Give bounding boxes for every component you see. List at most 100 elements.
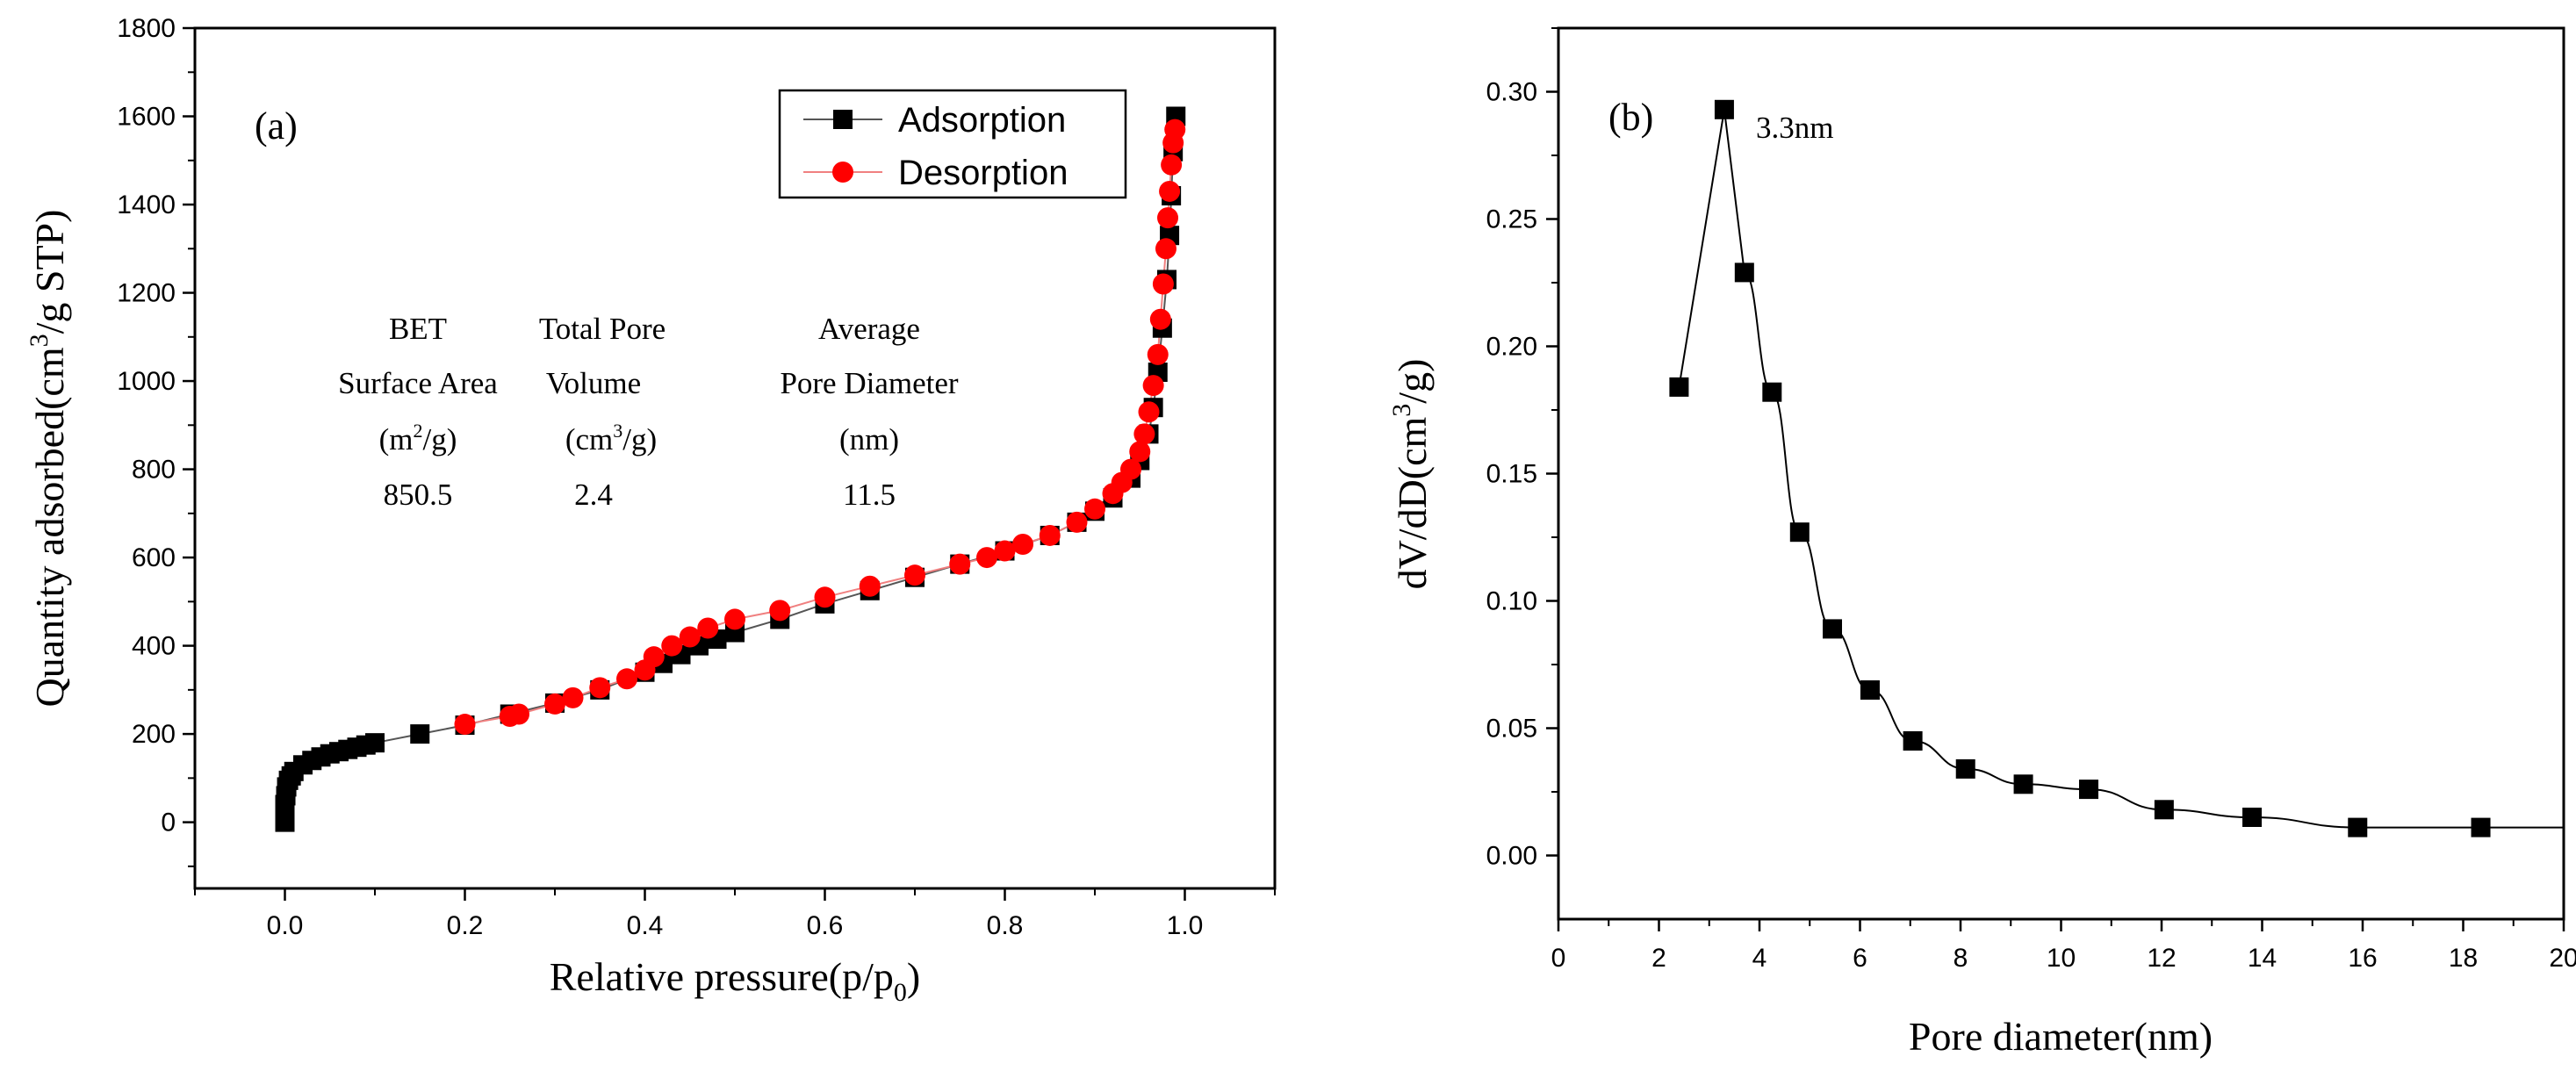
pore-distribution-point: [2013, 774, 2033, 794]
panel-b-x-axis-title: Pore diameter(nm): [1909, 1014, 2213, 1059]
desorption-point: [994, 540, 1016, 562]
pore-distribution-point: [1714, 99, 1734, 119]
x-tick-label: 6: [1853, 944, 1867, 973]
x-tick-label: 1.0: [1167, 911, 1204, 940]
panel-a-label: (a): [255, 104, 298, 147]
x-tick-label: 2: [1651, 944, 1666, 973]
y-tick-label: 0.15: [1486, 460, 1537, 489]
y-tick-label: 1400: [117, 190, 176, 219]
x-tick-label: 4: [1752, 944, 1767, 973]
pore-distribution-point: [2078, 780, 2098, 800]
legend-adsorption-marker: [833, 110, 853, 129]
y-tick-label: 200: [132, 720, 176, 749]
pore-distribution-curve: [1678, 109, 2564, 829]
x-tick-label: 0.6: [807, 911, 844, 940]
desorption-point: [1159, 180, 1181, 202]
annot-surface-area-value: 850.5: [384, 478, 453, 512]
pore-distribution-point: [1823, 619, 1843, 639]
desorption-point: [1120, 458, 1141, 480]
desorption-point: [1161, 154, 1183, 176]
annot-bet: BET: [389, 312, 447, 346]
desorption-point: [1012, 534, 1033, 555]
desorption-point: [1039, 524, 1061, 546]
panel-b-series-line: [1678, 109, 2564, 829]
desorption-point: [1164, 119, 1186, 140]
annot-pore-diameter: Pore Diameter: [780, 366, 958, 400]
desorption-point: [562, 686, 584, 708]
pore-distribution-point: [2242, 808, 2263, 827]
panel-a-legend: Adsorption Desorption: [778, 89, 1127, 199]
desorption-point: [814, 586, 836, 608]
desorption-point: [1157, 207, 1179, 229]
desorption-point: [1155, 238, 1176, 260]
desorption-point: [643, 646, 665, 668]
legend-entry-adsorption: Adsorption: [803, 101, 1066, 140]
desorption-point: [508, 703, 529, 725]
x-tick-label: 0.2: [447, 911, 484, 940]
panel-a-ticks: [183, 26, 1276, 901]
x-tick-label: 20: [2549, 944, 2576, 973]
y-tick-label: 1600: [117, 103, 176, 132]
y-tick-label: 0.25: [1486, 205, 1537, 234]
annot-volume-unit: (cm3/g): [565, 420, 657, 456]
desorption-point: [1129, 441, 1151, 463]
panel-b-tick-labels: 0 2 4 6 8 10 12 14 16 18 20 0.00 0.05 0.10 0.15 0.20 0.2…: [1486, 78, 2576, 974]
legend-adsorption-label: Adsorption: [898, 101, 1066, 140]
annot-total-pore: Total Pore: [539, 312, 666, 346]
panel-b-pore-distribution-chart: 0 2 4 6 8 10 12 14 16 18 20 0.00 0.05 0.10 0.15 0.20 0.2…: [1387, 26, 2576, 1059]
legend-desorption-label: Desorption: [898, 154, 1068, 192]
pore-distribution-point: [1903, 731, 1923, 751]
panel-b-ticks: [1546, 27, 2565, 931]
annot-average: Average: [818, 312, 920, 346]
pore-distribution-point: [1789, 522, 1810, 543]
x-tick-label: 12: [2147, 944, 2176, 973]
peak-annotation: 3.3nm: [1756, 111, 1833, 145]
panel-b-label: (b): [1608, 96, 1653, 139]
pore-distribution-point: [2471, 817, 2491, 837]
y-tick-label: 600: [132, 543, 176, 572]
desorption-point: [1138, 401, 1160, 423]
desorption-point: [1149, 308, 1171, 330]
y-tick-label: 400: [132, 632, 176, 661]
desorption-point: [589, 677, 611, 699]
x-tick-label: 0.0: [267, 911, 304, 940]
desorption-point: [616, 668, 637, 690]
x-tick-label: 10: [2047, 944, 2076, 973]
pore-distribution-point: [1669, 377, 1689, 397]
y-tick-label: 0.30: [1486, 78, 1537, 107]
y-tick-label: 0.05: [1486, 715, 1537, 744]
y-tick-label: 0: [161, 809, 176, 837]
panel-a-tick-labels: 0.0 0.2 0.4 0.6 0.8 1.0 0 200 400 600 800 1000 1200 1…: [117, 14, 1203, 940]
pore-distribution-point: [2154, 800, 2174, 820]
desorption-point: [949, 553, 971, 575]
y-tick-label: 0.00: [1486, 842, 1537, 871]
legend-entry-desorption: Desorption: [803, 154, 1068, 192]
desorption-point: [724, 608, 745, 630]
desorption-point: [1142, 375, 1164, 397]
panel-a-isotherm-chart: 0.0 0.2 0.4 0.6 0.8 1.0 0 200 400 600 800 1000 1200 1…: [25, 14, 1277, 1007]
adsorption-point: [365, 733, 385, 753]
desorption-point: [1084, 498, 1105, 520]
panel-b-y-axis-title: dV/dD(cm3/g): [1387, 359, 1435, 590]
desorption-point: [697, 617, 719, 639]
desorption-point: [454, 714, 476, 736]
desorption-point: [679, 626, 701, 648]
y-tick-label: 0.10: [1486, 587, 1537, 616]
adsorption-point: [410, 724, 430, 744]
desorption-point: [769, 600, 791, 622]
adsorption-series-line: [284, 116, 1177, 823]
panel-a-data-points: [275, 106, 1186, 832]
annot-volume: Volume: [546, 366, 641, 400]
pore-distribution-point: [2348, 817, 2368, 837]
annot-surface-area-unit: (m2/g): [379, 420, 457, 456]
bet-annotation-table: BET Surface Area (m2/g) 850.5 Total Pore…: [338, 312, 959, 512]
pore-distribution-point: [1955, 758, 1975, 779]
y-tick-label: 800: [132, 456, 176, 485]
desorption-point: [904, 564, 925, 586]
x-tick-label: 0: [1551, 944, 1566, 973]
desorption-point: [544, 693, 565, 715]
desorption-point: [1133, 423, 1155, 445]
legend-desorption-marker: [832, 162, 853, 183]
desorption-point: [661, 635, 683, 657]
